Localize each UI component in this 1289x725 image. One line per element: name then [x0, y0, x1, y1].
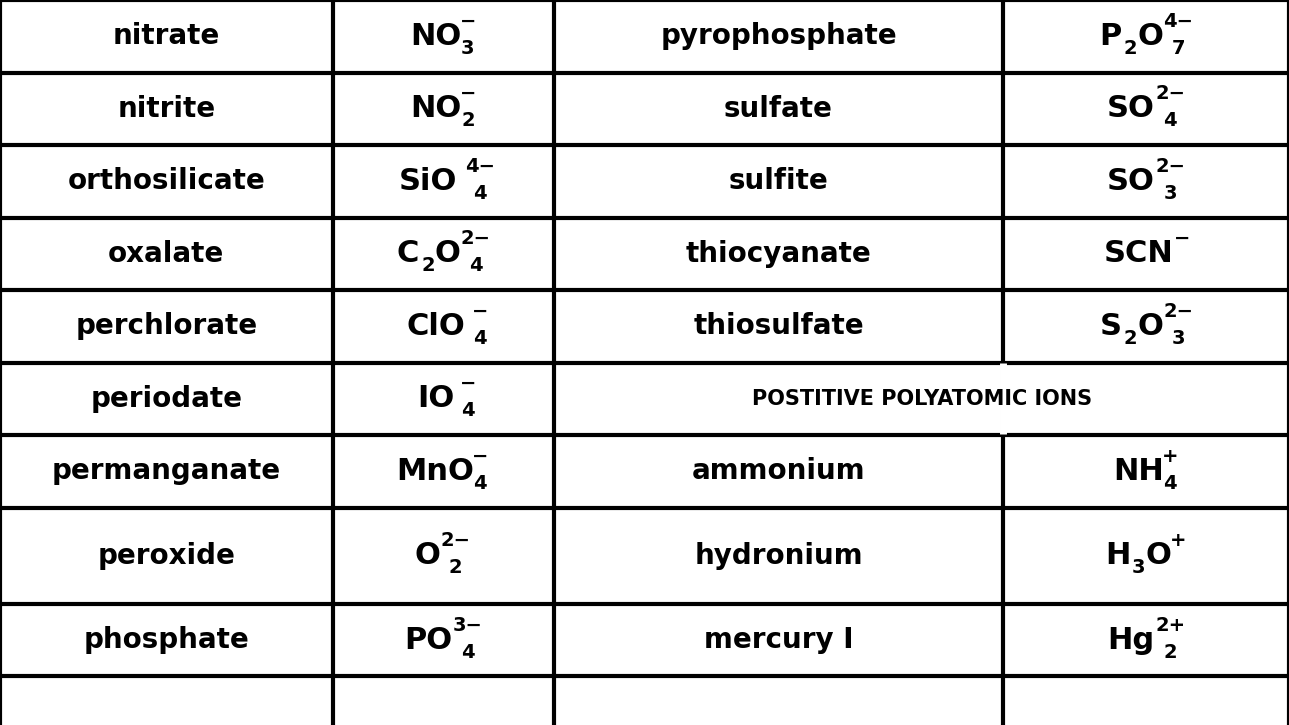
Text: pyrophosphate: pyrophosphate [660, 22, 897, 50]
Text: 4: 4 [461, 642, 474, 662]
Text: 2−: 2− [1163, 302, 1194, 320]
Text: 4: 4 [469, 256, 482, 276]
Text: 3: 3 [1132, 558, 1145, 577]
Text: O: O [415, 541, 441, 570]
Text: nitrite: nitrite [117, 95, 215, 123]
Text: −: − [460, 84, 476, 103]
Text: 4−: 4− [1163, 12, 1194, 30]
Text: ClO: ClO [406, 312, 465, 341]
Text: 4−: 4− [465, 157, 495, 175]
Text: thiosulfate: thiosulfate [693, 312, 864, 340]
Text: 2: 2 [449, 558, 463, 577]
Text: C: C [397, 239, 419, 268]
Text: O: O [1137, 312, 1163, 341]
Text: P: P [1100, 22, 1121, 51]
Text: Hg: Hg [1107, 626, 1154, 655]
Text: 2: 2 [1124, 38, 1137, 58]
Text: sulfite: sulfite [728, 167, 829, 195]
Text: 2−: 2− [441, 531, 470, 550]
Text: orthosilicate: orthosilicate [67, 167, 266, 195]
Text: permanganate: permanganate [52, 457, 281, 485]
Text: sulfate: sulfate [724, 95, 833, 123]
Text: 7: 7 [1172, 38, 1185, 58]
Text: ammonium: ammonium [692, 457, 865, 485]
Text: thiocyanate: thiocyanate [686, 240, 871, 268]
Text: H: H [1106, 541, 1130, 570]
Text: 4: 4 [1164, 111, 1177, 130]
Text: MnO: MnO [397, 457, 474, 486]
Text: 2−: 2− [1155, 157, 1186, 175]
Text: SiO: SiO [398, 167, 458, 196]
Text: 4: 4 [473, 183, 487, 203]
Text: POSTITIVE POLYATOMIC IONS: POSTITIVE POLYATOMIC IONS [751, 389, 1092, 409]
Text: hydronium: hydronium [695, 542, 862, 570]
Text: 3−: 3− [452, 616, 483, 634]
Text: SO: SO [1106, 167, 1155, 196]
Text: 3: 3 [1172, 328, 1185, 348]
Text: NO: NO [410, 22, 461, 51]
Text: perchlorate: perchlorate [75, 312, 258, 340]
Text: 2+: 2+ [1155, 616, 1186, 634]
Text: periodate: periodate [90, 385, 242, 413]
Text: NO: NO [410, 94, 461, 123]
Text: 2−: 2− [460, 229, 491, 248]
Text: +: + [1163, 447, 1178, 465]
Text: 2: 2 [1124, 328, 1137, 348]
Text: peroxide: peroxide [98, 542, 235, 570]
Text: 2: 2 [461, 111, 474, 130]
Text: +: + [1170, 531, 1186, 550]
Text: −: − [1174, 229, 1191, 248]
Text: O: O [434, 239, 460, 268]
Text: 2−: 2− [1155, 84, 1186, 103]
Text: phosphate: phosphate [84, 626, 249, 654]
Text: 3: 3 [1164, 183, 1177, 203]
Text: SO: SO [1106, 94, 1155, 123]
Text: PO: PO [403, 626, 452, 655]
Text: 4: 4 [473, 328, 487, 348]
Text: −: − [460, 374, 476, 393]
Text: 2: 2 [422, 256, 434, 276]
Text: −: − [472, 302, 489, 320]
Text: IO: IO [418, 384, 454, 413]
Text: 2: 2 [1164, 642, 1177, 662]
Text: 4: 4 [473, 473, 487, 493]
Text: S: S [1100, 312, 1121, 341]
Text: O: O [1145, 541, 1172, 570]
Text: SCN: SCN [1103, 239, 1173, 268]
Text: nitrate: nitrate [112, 22, 220, 50]
Text: oxalate: oxalate [108, 240, 224, 268]
Text: 4: 4 [461, 401, 474, 420]
Text: −: − [472, 447, 489, 465]
Text: 3: 3 [461, 38, 474, 58]
Text: 4: 4 [1164, 473, 1177, 493]
Text: mercury I: mercury I [704, 626, 853, 654]
Text: NH: NH [1112, 457, 1164, 486]
Text: −: − [460, 12, 476, 30]
Text: O: O [1137, 22, 1163, 51]
